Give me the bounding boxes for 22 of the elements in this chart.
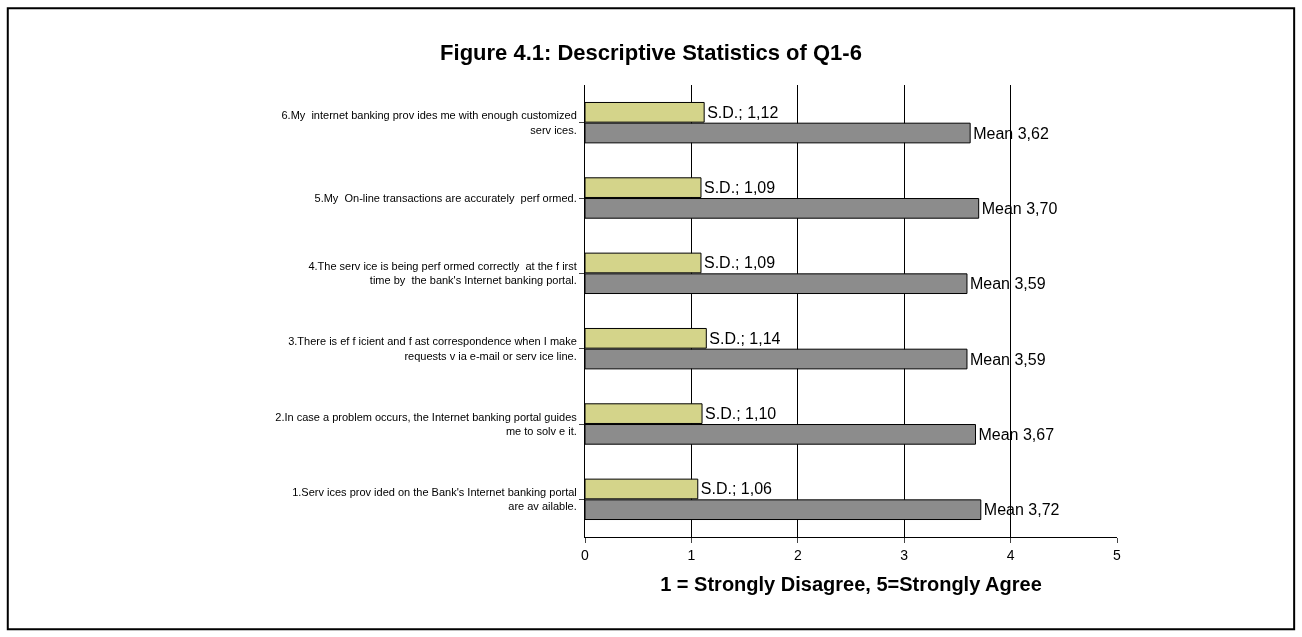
y-tick-label: 5.My On-line transactions are accurately perf ormed. — [314, 191, 577, 204]
y-tick-label: 6.My internet banking prov ides me with enough customized serv ices. — [281, 109, 577, 136]
y-tick-label: 1.Serv ices prov ided on the Bank's Internet banking portal are av ailable. — [292, 486, 577, 513]
x-tick-label: 5 — [1113, 546, 1122, 563]
y-tick-label: 4.The serv ice is being perf ormed correctly at the f irst time by the bank's Internet banking portal. — [308, 260, 577, 287]
chart-title: Figure 4.1: Descriptive Statistics of Q1-6 — [440, 39, 862, 65]
data-label: Mean 3,59 — [969, 350, 1046, 368]
data-label: S.D.; 1,12 — [707, 103, 779, 121]
data-label: S.D.; 1,09 — [703, 179, 776, 197]
x-tick-label: 1 — [687, 546, 696, 563]
data-label: S.D.; 1,14 — [709, 329, 781, 347]
x-tick-label: 0 — [581, 546, 590, 563]
x-tick-label: 3 — [900, 546, 909, 563]
x-tick-label: 4 — [1006, 546, 1015, 563]
data-label: Mean 3,59 — [969, 275, 1046, 293]
x-axis-title: 1 = Strongly Disagree, 5=Strongly Agree — [660, 573, 1042, 596]
data-label: S.D.; 1,06 — [700, 480, 773, 498]
data-label: S.D.; 1,09 — [703, 254, 776, 272]
y-tick-label: 3.There is ef f icient and f ast correspondence when I make requests v ia e-mail or serv ice line. — [288, 335, 577, 362]
x-tick-label: 2 — [793, 546, 802, 563]
data-label: S.D.; 1,10 — [705, 405, 777, 423]
y-tick-label: 2.In case a problem occurs, the Internet banking portal guides me to solv e it. — [275, 410, 578, 437]
